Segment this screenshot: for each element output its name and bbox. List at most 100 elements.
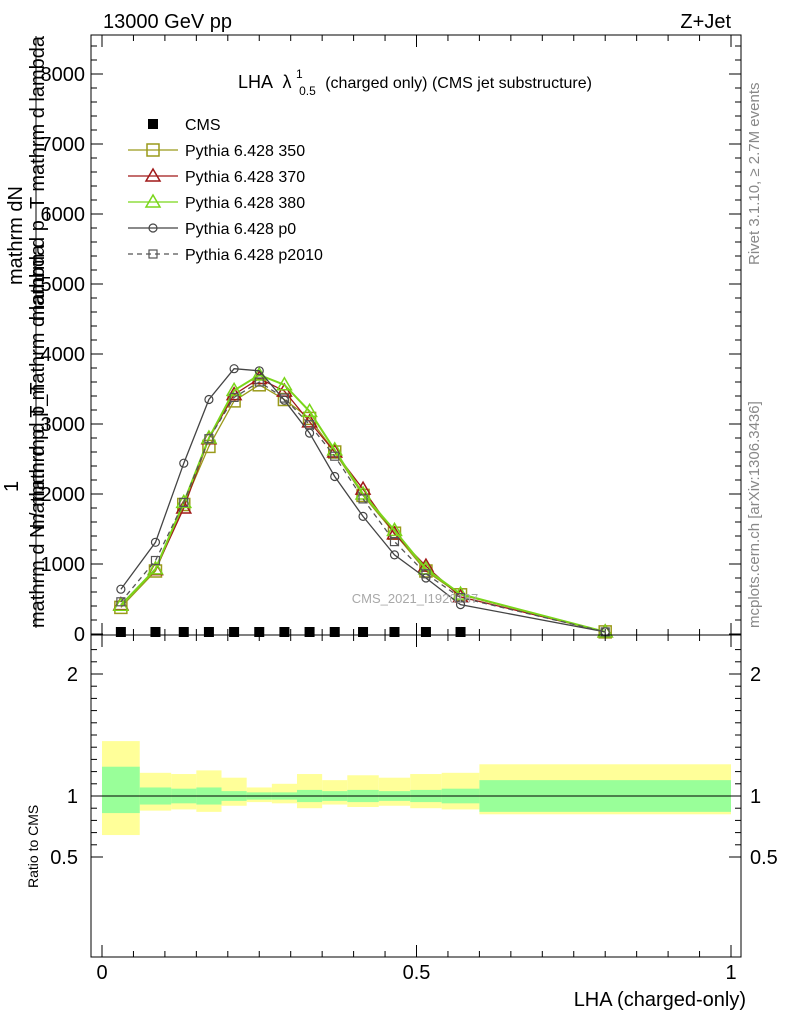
cms-point-6 xyxy=(279,627,290,637)
ratio-ytick-label-right-1: 1 xyxy=(750,786,761,808)
series-4-point-3 xyxy=(204,434,214,444)
series-2-point-6 xyxy=(276,376,293,391)
cms-point-11 xyxy=(420,627,431,637)
series-2-point-1 xyxy=(147,560,164,575)
main-ytick-label-6: 6000 xyxy=(41,204,86,226)
series-3-point-8 xyxy=(330,471,340,482)
series-line-3 xyxy=(120,368,606,633)
series-4-point-8 xyxy=(330,451,340,461)
series-2-point-10 xyxy=(386,521,403,537)
series-3-point-5 xyxy=(254,366,264,376)
rivet-label: Rivet 3.1.10, ≥ 2.7M events xyxy=(746,83,763,266)
legend-label-cms: CMS xyxy=(185,117,221,134)
header-right: Z+Jet xyxy=(680,11,731,33)
series-3-point-9 xyxy=(358,511,368,522)
series-4-point-11 xyxy=(421,569,431,579)
legend-label-1: Pythia 6.428 370 xyxy=(185,169,305,186)
legend-marker-4 xyxy=(148,249,158,259)
ratio-panel: 0.5 0.5 1 1 2 2 0 0.5 1 xyxy=(50,634,778,984)
cms-point-7 xyxy=(304,627,315,637)
main-ylabel-numerator: mathrm dN xyxy=(5,186,27,285)
ratio-ytick-label-left-2: 2 xyxy=(67,664,78,686)
series-2-point-4 xyxy=(225,381,243,397)
legend-label-4: Pythia 6.428 p2010 xyxy=(185,247,323,264)
cms-point-9 xyxy=(358,627,369,637)
watermark: CMS_2021_I1920187 xyxy=(352,591,479,606)
legend-label-2: Pythia 6.428 380 xyxy=(185,195,305,212)
ratio-ytick-label-left-1: 1 xyxy=(67,786,78,808)
ratio-ylabel: Ratio to CMS xyxy=(25,805,41,888)
cms-point-12 xyxy=(455,627,466,637)
ratio-ytick-label-right-0: 0.5 xyxy=(750,847,778,869)
ratio-band-stat-0 xyxy=(102,766,140,814)
series-line-1 xyxy=(120,377,606,633)
series-3-point-12 xyxy=(455,599,466,610)
cms-point-3 xyxy=(203,627,214,637)
main-ytick-label-0: 0 xyxy=(74,624,85,646)
main-title-name: LHA xyxy=(238,72,273,92)
main-title: LHA λ 1 0.5 (charged only) (CMS jet subs… xyxy=(238,65,592,99)
main-ytick-label-7: 7000 xyxy=(41,134,86,156)
series-4-point-9 xyxy=(358,494,368,504)
series-3-point-3 xyxy=(204,394,214,405)
series-4-point-2 xyxy=(179,497,189,507)
series-2-point-8 xyxy=(326,441,344,456)
series-3-point-2 xyxy=(179,458,189,468)
cms-point-2 xyxy=(178,627,189,637)
main-ytick-label-4: 4000 xyxy=(41,344,86,366)
series-3-point-4 xyxy=(229,364,239,374)
cms-point-4 xyxy=(229,627,240,637)
ratio-xlabel: LHA (charged-only) xyxy=(574,989,746,1011)
legend-marker-cms xyxy=(148,119,158,129)
cms-point-0 xyxy=(115,627,126,637)
series-4-point-4 xyxy=(229,392,239,402)
main-ytick-label-2: 2000 xyxy=(41,484,86,506)
ratio-xtick-label-2: 1 xyxy=(725,962,736,984)
ratio-xtick-label-1: 0.5 xyxy=(403,962,431,984)
main-title-symbol: λ xyxy=(282,72,291,92)
legend-label-0: Pythia 6.428 350 xyxy=(185,143,305,160)
series-4-point-7 xyxy=(304,420,315,430)
legend-marker-0 xyxy=(146,143,160,157)
series-1-point-10 xyxy=(386,525,403,540)
main-ylabel-top: mathrm d p_T mathrm d lambda xyxy=(27,35,49,321)
main-ytick-label-3: 3000 xyxy=(41,414,86,436)
main-ytick-label-8: 8000 xyxy=(41,64,86,86)
legend-label-3: Pythia 6.428 p0 xyxy=(185,221,296,238)
cms-point-10 xyxy=(389,627,400,637)
cms-point-5 xyxy=(254,627,265,637)
main-title-sub: 0.5 xyxy=(299,84,316,98)
series-3-point-10 xyxy=(389,550,400,560)
series-3-point-0 xyxy=(116,584,126,594)
main-ylabel-overall-b: mathrm d N / mathrm d p_T xyxy=(27,382,49,628)
main-ylabel-overall-a: 1 xyxy=(1,481,23,492)
cms-point-8 xyxy=(329,627,340,637)
ratio-ytick-label-right-2: 2 xyxy=(750,664,761,686)
ratio-xtick-label-0: 0 xyxy=(96,962,107,984)
mcplots-label: mcplots.cern.ch [arXiv:1306.3436] xyxy=(746,401,763,628)
ratio-ytick-label-left-0: 0.5 xyxy=(50,847,78,869)
main-ytick-label-5: 5000 xyxy=(41,274,86,296)
series-4-point-6 xyxy=(279,393,290,403)
series-0-point-6 xyxy=(277,392,292,407)
series-4-point-5 xyxy=(254,377,264,387)
header-left: 13000 GeV pp xyxy=(103,11,232,33)
main-panel: 0 1000 2000 3000 4000 5000 6000 7000 8000 xyxy=(41,34,742,646)
main-title-rest: (charged only) (CMS jet substructure) xyxy=(325,75,592,92)
series-line-4 xyxy=(120,381,606,633)
main-ylabel-denominator: mathrm d p_T mathrm d lambda xyxy=(27,244,49,530)
series-2-point-7 xyxy=(301,402,318,418)
series-4-point-12 xyxy=(455,592,466,603)
legend-marker-2 xyxy=(144,193,162,208)
legend-marker-3 xyxy=(148,223,158,233)
series-4-point-0 xyxy=(116,597,126,607)
main-ytick-label-1: 1000 xyxy=(41,554,86,576)
legend-marker-1 xyxy=(144,167,162,182)
series-3-point-1 xyxy=(150,537,161,547)
series-4-point-1 xyxy=(150,555,161,566)
legend: CMS Pythia 6.428 350 Pythia 6.428 370 Pythi… xyxy=(128,117,323,264)
cms-point-1 xyxy=(150,627,161,637)
series-4-point-10 xyxy=(389,536,400,547)
main-title-sup: 1 xyxy=(296,67,303,81)
